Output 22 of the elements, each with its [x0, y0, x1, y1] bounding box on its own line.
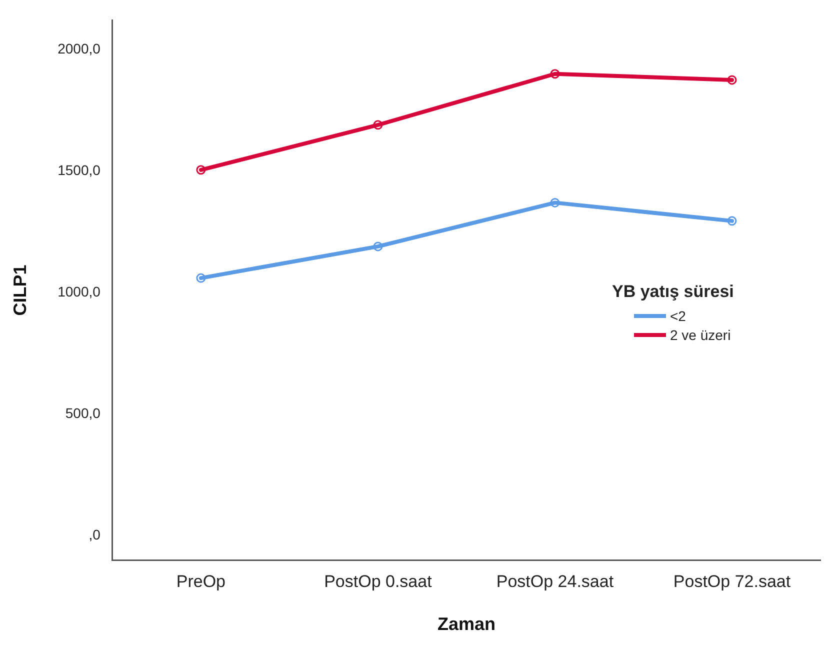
point: [373, 120, 383, 130]
y-tick-label: ,0: [88, 526, 101, 543]
x-tick-label: PostOp 72.saat: [673, 572, 791, 591]
point: [373, 242, 383, 252]
point: [550, 198, 560, 208]
x-tick-label: PostOp 24.saat: [496, 572, 614, 591]
y-tick-label: 2000,0: [58, 40, 101, 56]
y-tick-label: 500,0: [65, 405, 101, 422]
legend-label: <2: [670, 308, 686, 324]
legend-title: YB yatış süresi: [612, 282, 734, 302]
x-tick-label: PostOp 0.saat: [324, 572, 432, 591]
point: [727, 216, 737, 226]
x-tick-label: PreOp: [176, 572, 226, 591]
y-tick-label: 1000,0: [58, 283, 101, 300]
x-axis-title: Zaman: [437, 614, 496, 634]
legend-label: 2 ve üzeri: [670, 327, 731, 343]
point: [727, 75, 737, 85]
y-axis-title: CILP1: [10, 264, 30, 316]
point: [550, 69, 560, 79]
y-tick-label: 1500,0: [58, 162, 101, 178]
point: [196, 165, 206, 175]
point: [196, 273, 206, 283]
